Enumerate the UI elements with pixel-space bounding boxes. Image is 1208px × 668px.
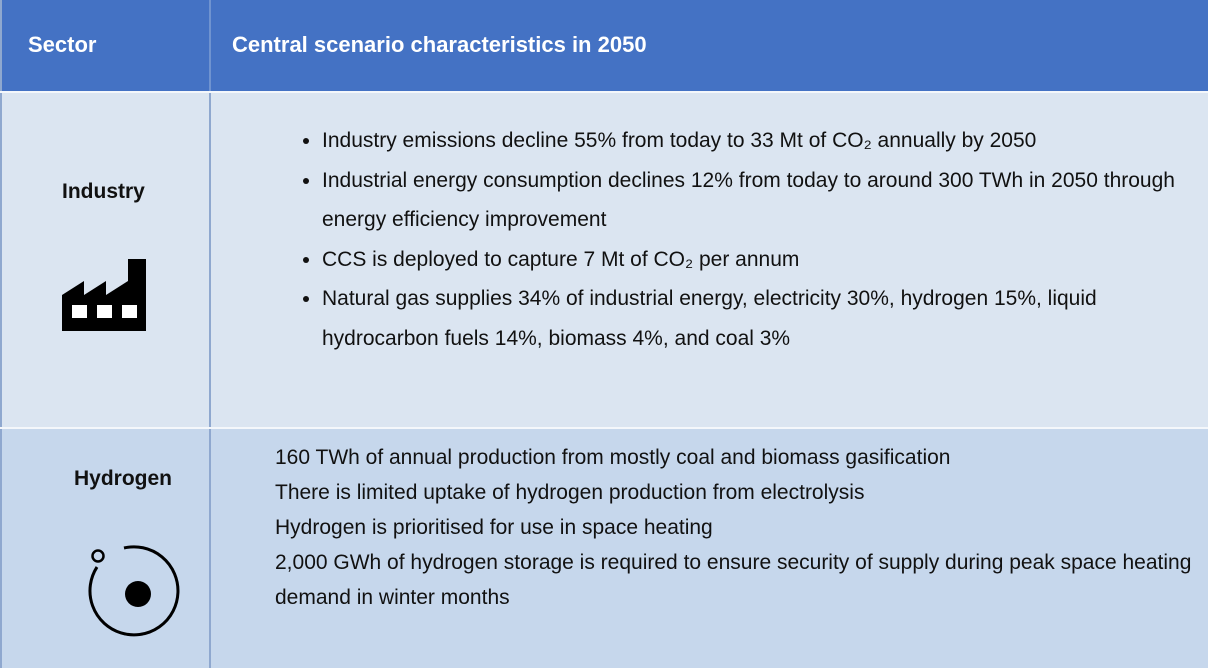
column-divider: [209, 0, 211, 92]
paragraph: 2,000 GWh of hydrogen storage is require…: [275, 551, 1192, 609]
text-block: 160 TWh of annual production from mostly…: [275, 440, 1205, 615]
row-divider: [0, 427, 1208, 429]
header-cell: Sector: [28, 32, 97, 57]
column-divider: [209, 92, 211, 668]
hydrogen-icon: [88, 545, 180, 637]
paragraph: 160 TWh of annual production from mostly…: [275, 446, 951, 469]
list-item: Industrial energy consumption declines 1…: [322, 161, 1194, 240]
sector-label: Industry: [62, 180, 145, 203]
bullet-list: Industry emissions decline 55% from toda…: [274, 121, 1194, 358]
table-row: [0, 92, 1208, 428]
header-row: [0, 0, 1208, 92]
list: Industry emissions decline 55% from toda…: [274, 121, 1194, 358]
paragraph: Hydrogen is prioritised for use in space…: [275, 516, 713, 539]
header-cell: Central scenario characteristics in 2050: [232, 32, 647, 57]
list-item: Natural gas supplies 34% of industrial e…: [322, 279, 1194, 358]
list-item: Industry emissions decline 55% from toda…: [322, 121, 1194, 161]
sector-label: Hydrogen: [74, 467, 173, 490]
row-divider: [0, 91, 1208, 93]
paragraph: There is limited uptake of hydrogen prod…: [275, 481, 865, 504]
table-row: [0, 428, 1208, 668]
list-item: CCS is deployed to capture 7 Mt of CO₂ p…: [322, 240, 1194, 280]
factory-icon: [62, 259, 146, 331]
